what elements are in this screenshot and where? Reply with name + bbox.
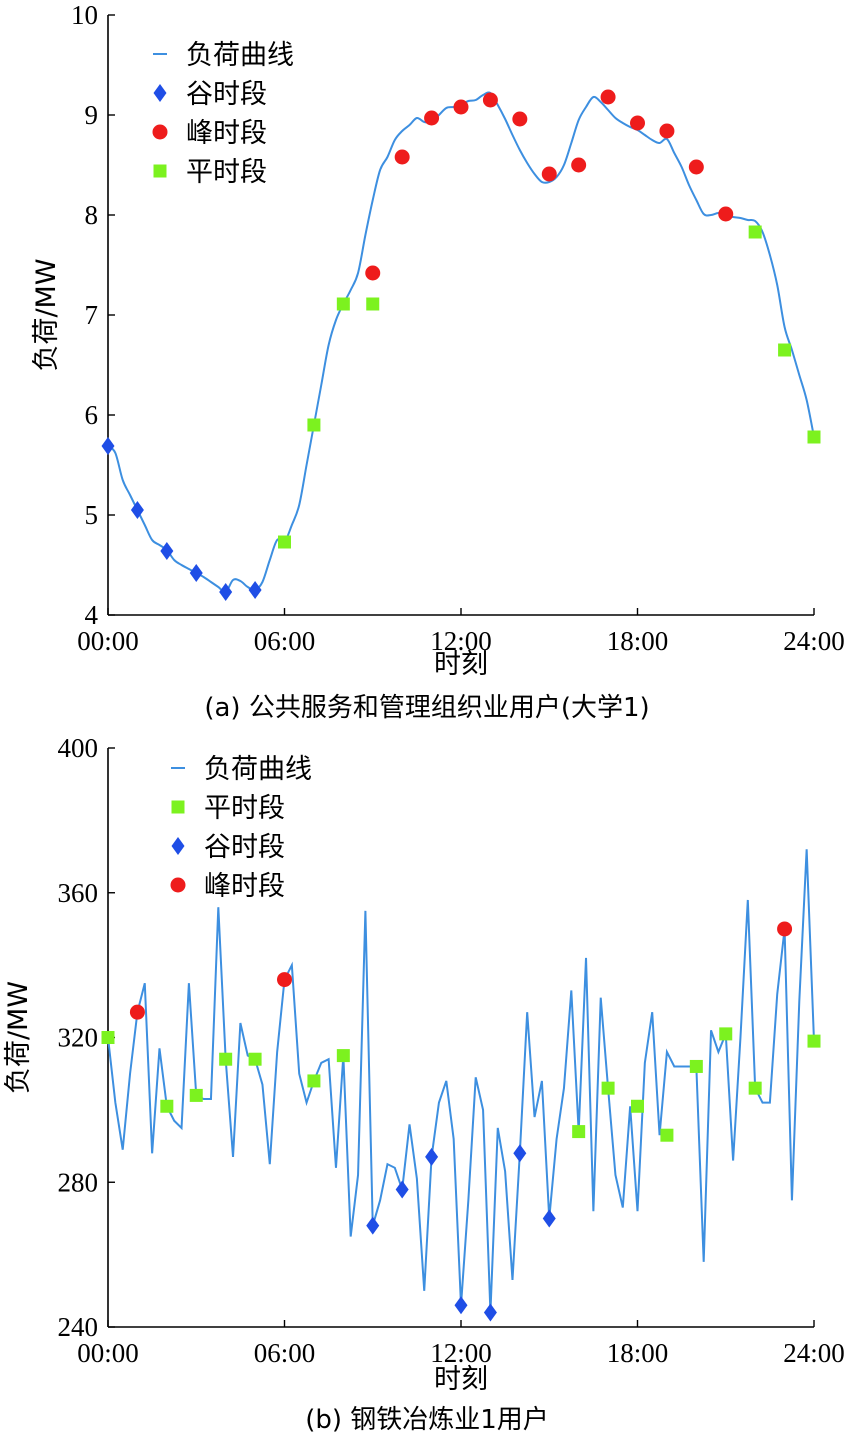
peak-point xyxy=(630,115,645,131)
legend-marker-swatch xyxy=(171,800,185,814)
y-tick-label: 280 xyxy=(58,1167,99,1197)
valley-point xyxy=(101,437,115,455)
x-tick-label: 18:00 xyxy=(607,1338,669,1368)
valley-point xyxy=(454,1296,468,1315)
valley-point xyxy=(130,501,144,519)
x-tick-label: 06:00 xyxy=(254,626,316,656)
chart-caption: (b) 钢铁冶炼业1用户 xyxy=(305,1405,549,1435)
x-tick-label: 24:00 xyxy=(783,626,845,656)
peak-point xyxy=(600,89,616,105)
flat-point xyxy=(336,297,350,311)
legend-label: 负荷曲线 xyxy=(204,754,312,785)
x-axis-label: 时刻 xyxy=(434,649,488,680)
flat-point xyxy=(660,1128,674,1142)
peak-point xyxy=(394,149,410,165)
y-tick-label: 9 xyxy=(85,100,99,130)
peak-point xyxy=(277,972,292,988)
chart-b: 240 280 320 360 400 00:00 06:00 12:00 18:00 24:00… xyxy=(3,733,845,1435)
peak-point xyxy=(424,110,440,126)
x-tick-label: 24:00 xyxy=(783,1338,845,1368)
valley-point xyxy=(483,1303,497,1322)
flat-point xyxy=(778,343,792,357)
y-tick-label: 6 xyxy=(85,400,99,430)
flat-point xyxy=(719,1027,733,1041)
x-tick-label: 00:00 xyxy=(77,1338,139,1368)
peak-point xyxy=(659,123,675,139)
peak-point xyxy=(571,157,587,173)
y-tick-label: 8 xyxy=(85,200,99,230)
legend-label: 负荷曲线 xyxy=(186,40,294,71)
legend-marker-swatch xyxy=(170,877,186,893)
legend-label: 峰时段 xyxy=(186,118,267,149)
legend-label: 平时段 xyxy=(204,793,285,824)
flat-point xyxy=(248,1052,262,1066)
valley-point xyxy=(395,1180,409,1199)
peak-point xyxy=(365,265,381,281)
legend-label: 谷时段 xyxy=(204,832,285,863)
flat-point xyxy=(601,1081,615,1095)
legend-marker-swatch xyxy=(152,124,168,140)
peak-point xyxy=(453,99,469,115)
valley-point xyxy=(189,564,203,582)
y-tick-label: 4 xyxy=(85,600,99,630)
x-axis-label: 时刻 xyxy=(434,1364,488,1395)
valley-point xyxy=(219,583,233,601)
flat-point xyxy=(631,1099,644,1113)
x-tick-label: 12:00 xyxy=(430,1338,492,1368)
flat-point xyxy=(189,1088,203,1102)
y-axis-label: 负荷/MW xyxy=(31,258,62,371)
flat-point xyxy=(807,430,821,444)
peak-point xyxy=(777,921,793,937)
valley-point xyxy=(366,1216,380,1235)
flat-point xyxy=(748,225,762,239)
flat-point xyxy=(689,1059,703,1073)
valley-point xyxy=(248,581,262,599)
valley-point xyxy=(160,542,174,560)
flat-point xyxy=(366,297,380,311)
valley-point xyxy=(425,1147,439,1166)
legend-label: 平时段 xyxy=(186,157,267,188)
peak-point xyxy=(688,159,704,175)
flat-point xyxy=(160,1099,174,1113)
peak-point xyxy=(129,1004,145,1020)
y-tick-label: 320 xyxy=(58,1023,99,1053)
legend-marker-swatch xyxy=(153,164,167,178)
x-tick-label: 12:00 xyxy=(430,626,492,656)
flat-point xyxy=(572,1125,586,1139)
flat-point xyxy=(748,1081,762,1095)
flat-point xyxy=(336,1049,350,1063)
peak-point xyxy=(541,166,557,182)
y-tick-label: 240 xyxy=(58,1312,99,1342)
x-tick-label: 00:00 xyxy=(77,626,139,656)
legend-marker-swatch xyxy=(171,837,185,855)
y-tick-label: 10 xyxy=(71,0,98,30)
x-tick-label: 06:00 xyxy=(254,1338,316,1368)
flat-point xyxy=(278,535,291,549)
legend-marker-swatch xyxy=(153,84,167,102)
flat-point xyxy=(307,1074,321,1088)
flat-point xyxy=(307,418,321,432)
peak-point xyxy=(718,206,734,222)
y-tick-label: 5 xyxy=(85,500,99,530)
load-curve-line xyxy=(107,849,815,1313)
peak-point xyxy=(482,92,498,108)
x-tick-label: 18:00 xyxy=(607,626,669,656)
peak-point xyxy=(512,111,528,127)
legend-label: 谷时段 xyxy=(186,79,267,110)
y-tick-label: 7 xyxy=(85,300,99,330)
y-axis-label: 负荷/MW xyxy=(3,981,34,1094)
valley-point xyxy=(542,1209,556,1228)
chart-a: 4 5 6 7 8 9 10 00:00 06:00 12:00 18:00 24:00 时刻 负荷/MW… xyxy=(31,0,845,723)
chart-caption: (a) 公共服务和管理组织业用户(大学1) xyxy=(204,693,649,723)
flat-point xyxy=(219,1052,233,1066)
flat-point xyxy=(101,1031,115,1044)
y-tick-label: 360 xyxy=(58,878,99,908)
y-tick-label: 400 xyxy=(58,733,99,763)
valley-point xyxy=(513,1144,527,1163)
flat-point xyxy=(807,1034,821,1048)
legend-label: 峰时段 xyxy=(204,871,285,902)
